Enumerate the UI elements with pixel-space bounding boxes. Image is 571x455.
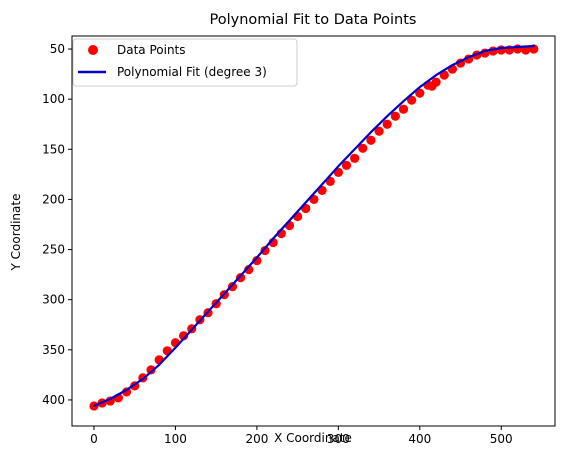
x-tick-label: 500: [490, 432, 513, 446]
data-point: [146, 365, 156, 375]
data-point: [390, 111, 400, 121]
data-point: [407, 95, 417, 105]
data-point: [341, 160, 352, 170]
data-point: [227, 282, 238, 292]
data-point: [431, 77, 441, 87]
data-point: [260, 245, 270, 256]
x-tick-label: 0: [90, 432, 98, 446]
data-point: [374, 126, 384, 136]
y-tick-label: 250: [42, 243, 65, 257]
legend-entry-data-points: Data Points: [117, 43, 186, 57]
x-tick-label: 200: [245, 432, 268, 446]
y-axis: 50 100 150 200 250 300 350 400: [42, 42, 72, 407]
x-tick-label: 400: [408, 432, 431, 446]
data-point: [236, 273, 246, 283]
legend: Data Points Polynomial Fit (degree 3): [72, 38, 298, 87]
y-axis-label: Y Coordinate: [9, 194, 23, 272]
legend-entry-polynomial-fit: Polynomial Fit (degree 3): [117, 65, 267, 79]
y-tick-label: 150: [42, 142, 65, 156]
data-point: [244, 264, 254, 275]
x-tick-label: 300: [327, 432, 350, 446]
data-point: [178, 331, 189, 341]
x-tick-label: 100: [164, 432, 187, 446]
data-point: [350, 153, 360, 163]
data-point: [398, 104, 409, 114]
y-tick-label: 350: [42, 343, 65, 357]
data-point: [382, 119, 392, 129]
y-tick-label: 100: [42, 92, 65, 106]
axes-frame: [71, 35, 556, 427]
chart-title: Polynomial Fit to Data Points: [209, 12, 416, 28]
y-tick-label: 300: [42, 293, 65, 307]
data-point: [415, 88, 425, 98]
legend-box: [72, 38, 298, 87]
x-axis: 0 100 200 300 400 500: [90, 426, 513, 446]
legend-marker-data-points: [88, 45, 98, 55]
y-tick-label: 400: [42, 393, 65, 407]
fit-line: [92, 44, 535, 407]
data-point: [252, 255, 262, 266]
y-tick-label: 50: [50, 42, 65, 56]
data-point: [358, 143, 368, 153]
data-point: [366, 135, 376, 145]
y-tick-label: 200: [42, 192, 65, 206]
x-axis-label: X Coordinate: [274, 431, 352, 445]
plot-area: [89, 44, 539, 411]
